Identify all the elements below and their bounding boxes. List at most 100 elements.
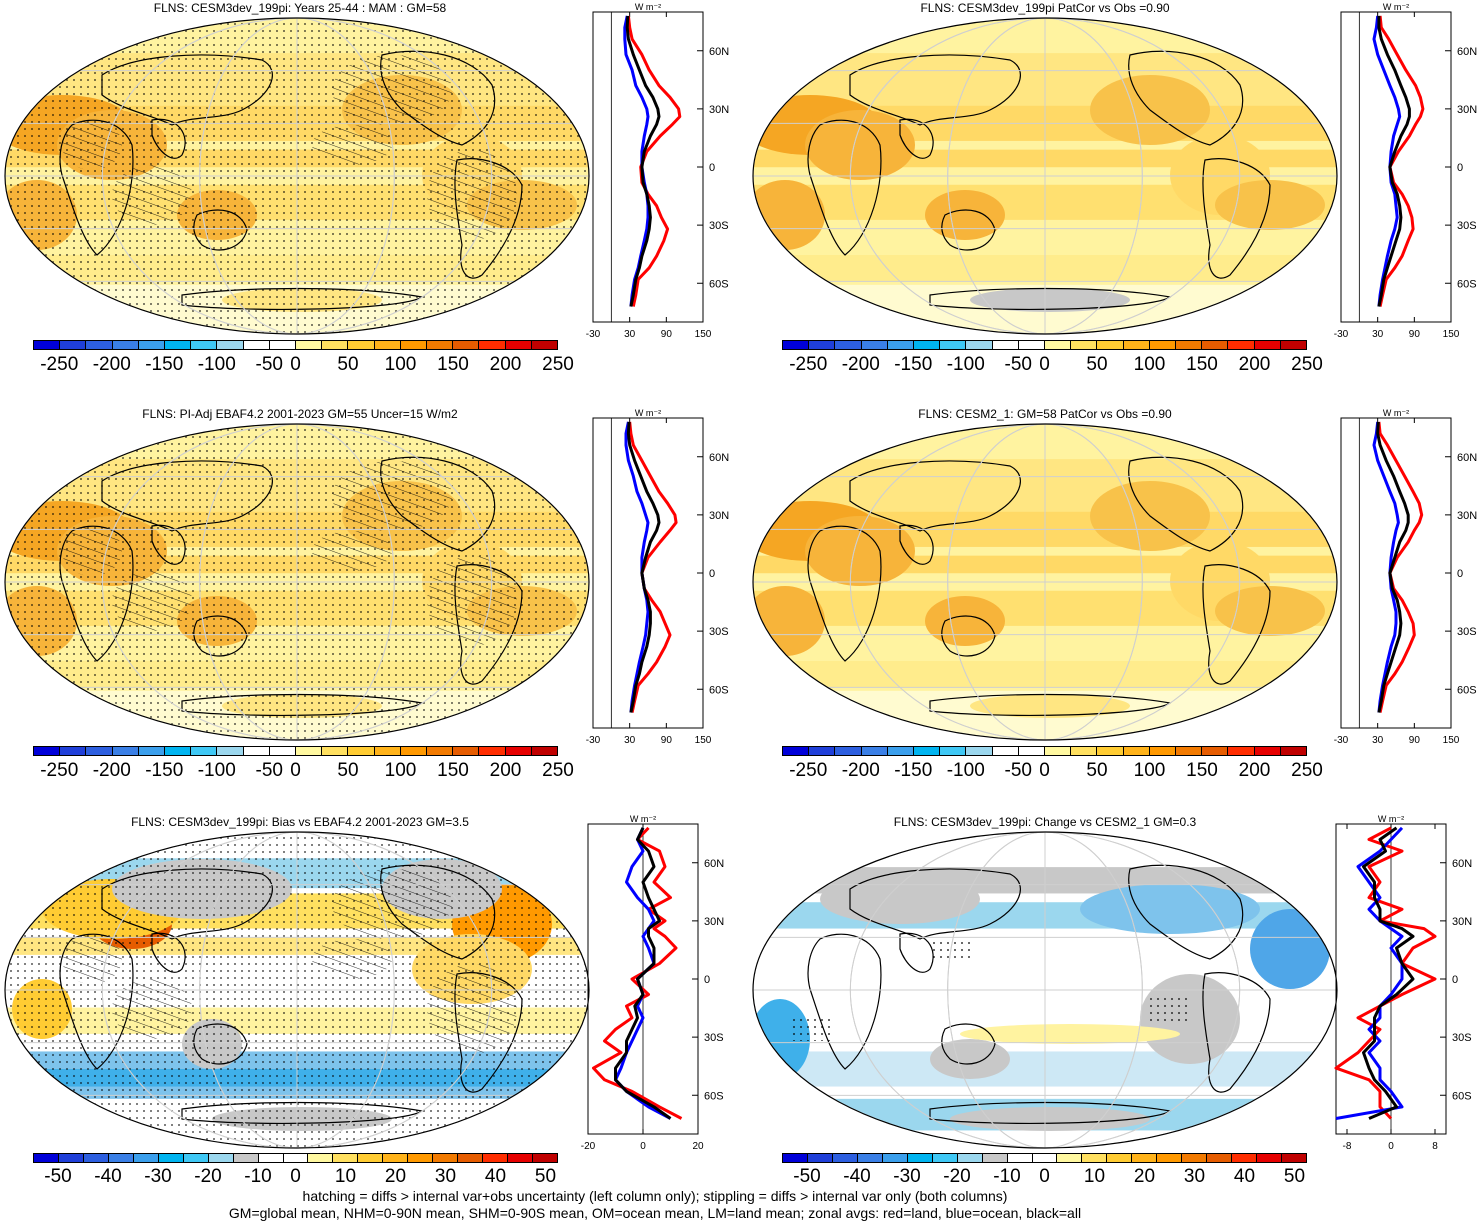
coastline xyxy=(807,119,882,256)
colorbar-swatch xyxy=(932,1154,958,1162)
colorbar-tick-label: 40 xyxy=(1233,1166,1256,1187)
y-tick-label: 60S xyxy=(709,684,729,696)
colorbar-tick-label: 50 xyxy=(1086,354,1108,375)
colorbar-swatch xyxy=(427,747,454,755)
colorbar xyxy=(782,746,1307,756)
graticule-meridian xyxy=(101,424,493,740)
colorbar-tick-label: 200 xyxy=(1238,354,1271,375)
coastline xyxy=(849,868,1021,940)
colorbar-tick-label: -10 xyxy=(244,1166,272,1187)
map-border xyxy=(752,423,1338,741)
y-tick-label: 30S xyxy=(709,626,729,638)
zonal-series-ocean xyxy=(1335,826,1404,1120)
colorbar-swatch xyxy=(832,1154,858,1162)
field-blob xyxy=(925,596,1005,646)
zonal-series-all xyxy=(1377,15,1411,307)
colorbar-swatch xyxy=(383,1154,409,1162)
y-tick-label: 30S xyxy=(1457,220,1477,232)
colorbar-swatch xyxy=(34,747,61,755)
colorbar-tick-label: -50 xyxy=(255,760,283,781)
colorbar-tick-label: 250 xyxy=(1291,760,1323,781)
colorbar-tick-label: -100 xyxy=(197,354,236,375)
world-map xyxy=(752,423,1338,741)
colorbar-swatch xyxy=(1228,747,1255,755)
colorbar xyxy=(33,1153,558,1163)
colorbar-swatch xyxy=(907,1154,933,1162)
colorbar-swatch xyxy=(1228,341,1255,349)
colorbar-swatch xyxy=(83,1154,109,1162)
colorbar-swatch xyxy=(191,747,218,755)
field-blob xyxy=(1250,909,1330,989)
colorbar-tick-label: 50 xyxy=(1283,1166,1306,1187)
colorbar-tick-label: -200 xyxy=(92,354,131,375)
field-blob xyxy=(925,190,1005,240)
map-field xyxy=(753,832,1337,1148)
map-border xyxy=(752,831,1338,1149)
footnote-legend: GM=global mean, NHM=0-90N mean, SHM=0-90… xyxy=(228,1205,1082,1221)
zonal-mean-plot: W m⁻² 60N 30N 0 30S 60S -20 0 20 xyxy=(581,814,724,1152)
hatching xyxy=(62,526,122,576)
colorbar-swatch xyxy=(258,1154,284,1162)
zonal-frame xyxy=(1340,11,1452,323)
zonal-unit-label: W m⁻² xyxy=(1378,814,1404,824)
coastline xyxy=(941,209,996,251)
x-tick-label: -30 xyxy=(1334,329,1349,340)
colorbar-swatch xyxy=(505,341,532,349)
colorbar-tick-label: -50 xyxy=(255,354,283,375)
map-border xyxy=(4,17,590,335)
map-field xyxy=(5,18,589,334)
colorbar-swatch xyxy=(34,341,61,349)
y-tick-label: 30N xyxy=(1452,916,1472,928)
colorbar-tick-label: -20 xyxy=(194,1166,222,1187)
colorbar-swatch xyxy=(966,341,993,349)
colorbar-swatch xyxy=(296,747,323,755)
zonal-mean-plot: W m⁻² 60N 30N 0 30S 60S -30 30 90 150 xyxy=(586,408,729,746)
x-tick-label: -30 xyxy=(586,735,601,746)
x-tick-label: 30 xyxy=(624,735,636,746)
colorbar-swatch xyxy=(1280,341,1307,349)
colorbar-tick-label: -50 xyxy=(44,1166,72,1187)
colorbar xyxy=(33,340,558,350)
x-tick-label: 30 xyxy=(1372,735,1384,746)
colorbar-swatch xyxy=(1045,341,1072,349)
hatching xyxy=(332,461,452,531)
colorbar-swatch xyxy=(1097,341,1124,349)
coastline xyxy=(807,525,882,662)
zonal-series-all xyxy=(614,827,672,1120)
colorbar-tick-label: 20 xyxy=(384,1166,407,1187)
zonal-unit-label: W m⁻² xyxy=(635,408,661,418)
colorbar-swatch xyxy=(479,341,506,349)
colorbar-tick-label: 30 xyxy=(434,1166,457,1187)
x-tick-label: 150 xyxy=(1443,329,1460,340)
colorbar-swatch xyxy=(861,341,888,349)
x-tick-label: -30 xyxy=(586,329,601,340)
y-tick-label: 60N xyxy=(704,858,724,870)
colorbar-tick-label: 0 xyxy=(290,760,301,781)
colorbar-swatch xyxy=(807,1154,833,1162)
hatching xyxy=(112,979,192,1039)
colorbar-swatch xyxy=(966,747,993,755)
zonal-series-all xyxy=(1376,421,1410,713)
colorbar-swatch xyxy=(887,341,915,349)
colorbar-swatch xyxy=(1082,1154,1108,1162)
colorbar-tick-label: 200 xyxy=(489,760,522,781)
hatching xyxy=(112,165,192,225)
y-tick-label: 60N xyxy=(1457,46,1477,58)
colorbar-swatch xyxy=(34,1154,59,1162)
colorbar-swatch xyxy=(348,747,375,755)
coastline xyxy=(1202,158,1271,279)
colorbar-swatch xyxy=(783,1154,808,1162)
hatching xyxy=(427,556,517,646)
hatching xyxy=(312,531,392,571)
y-tick-label: 60N xyxy=(709,46,729,58)
colorbar-tick-label: 0 xyxy=(1039,354,1050,375)
map-border xyxy=(4,831,590,1149)
zonal-series-ocean xyxy=(1372,15,1402,307)
colorbar-swatch xyxy=(992,341,1019,349)
x-tick-label: -8 xyxy=(1343,1141,1352,1152)
colorbar-tick-label: 200 xyxy=(1238,760,1271,781)
zonal-mean-plot: W m⁻² 60N 30N 0 30S 60S -8 0 8 xyxy=(1334,814,1472,1152)
y-tick-label: 0 xyxy=(709,162,715,174)
colorbar-tick-label: 150 xyxy=(437,354,469,375)
panel-title: FLNS: CESM2_1: GM=58 PatCor vs Obs =0.90 xyxy=(918,407,1172,421)
